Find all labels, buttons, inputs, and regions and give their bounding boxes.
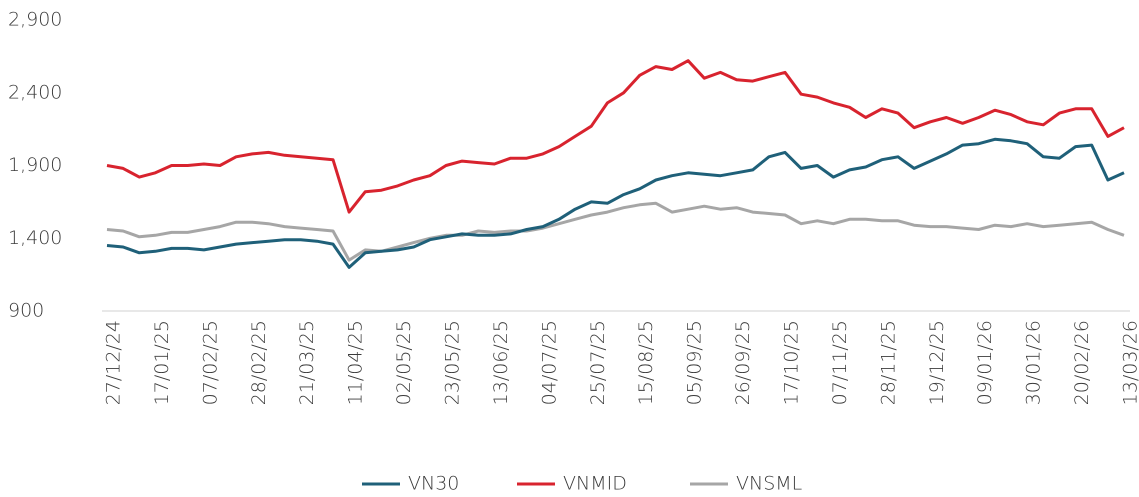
x-tick-label: 05/09/25 <box>684 320 706 405</box>
x-tick-label: 19/12/25 <box>926 320 948 405</box>
x-tick-label: 15/08/25 <box>635 320 657 405</box>
y-tick-label: 1,900 <box>8 154 62 176</box>
x-tick-label: 23/05/25 <box>442 320 464 405</box>
x-tick-label: 28/02/25 <box>248 320 270 405</box>
y-tick-label: 2,400 <box>8 81 62 103</box>
line-series <box>106 201 1125 262</box>
y-tick-label: 1,400 <box>8 227 62 249</box>
legend-label: VN30 <box>408 473 459 495</box>
x-tick-label: 11/04/25 <box>345 320 367 405</box>
x-tick-label: 07/11/25 <box>829 320 851 405</box>
x-tick-label: 13/06/25 <box>490 320 512 405</box>
legend-label: VNMID <box>563 473 627 495</box>
x-tick-label: 27/12/24 <box>103 320 125 405</box>
x-tick-label: 13/03/26 <box>1120 320 1139 405</box>
y-tick-label: 900 <box>8 300 44 322</box>
x-tick-label: 28/11/25 <box>877 320 899 405</box>
x-tick-label: 07/02/25 <box>199 320 221 405</box>
y-tick-label: 2,900 <box>8 9 62 31</box>
x-tick-label: 17/01/25 <box>151 320 173 405</box>
line-series <box>106 137 1125 269</box>
x-tick-label: 26/09/25 <box>732 320 754 405</box>
x-tick-label: 20/02/26 <box>1071 320 1093 405</box>
x-tick-label: 04/07/25 <box>538 320 560 405</box>
x-tick-label: 02/05/25 <box>393 320 415 405</box>
x-tick-label: 30/01/26 <box>1023 320 1045 405</box>
legend-label: VNSML <box>736 473 802 495</box>
x-tick-label: 09/01/26 <box>974 320 996 405</box>
x-tick-label: 25/07/25 <box>587 320 609 405</box>
x-tick-label: 21/03/25 <box>296 320 318 405</box>
line-series <box>106 59 1125 214</box>
x-tick-label: 17/10/25 <box>781 320 803 405</box>
